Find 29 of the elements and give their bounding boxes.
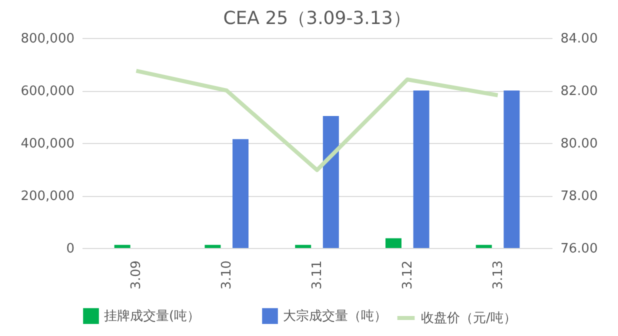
- y2-tick-label: 84.00: [560, 32, 598, 46]
- y2-tick-label: 80.00: [560, 136, 598, 152]
- x-tick-label: 3.09: [129, 260, 144, 290]
- bar: [322, 116, 339, 248]
- y-tick-label: 600,000: [20, 84, 74, 99]
- bar: [204, 244, 221, 248]
- x-tick-label: 3.12: [400, 260, 416, 290]
- bar: [504, 90, 520, 248]
- chart-title: CEA 25（3.09-3.13）: [223, 8, 411, 29]
- x-tick-label: 3.13: [490, 260, 506, 290]
- y2-tick-label: 76.00: [560, 242, 598, 256]
- y-tick-label: 800,000: [20, 32, 74, 46]
- legend-label: 大宗成交量（吨）: [283, 308, 387, 324]
- y-tick-label: 0: [66, 242, 74, 256]
- bar: [114, 244, 130, 248]
- y-tick-label: 200,000: [20, 189, 74, 204]
- line-series: [134, 68, 500, 172]
- legend-label: 收盘价（元/吨）: [421, 311, 516, 326]
- x-tick-label: 3.11: [310, 260, 325, 290]
- bar: [232, 139, 249, 248]
- x-tick-label: 3.10: [220, 260, 235, 290]
- y2-tick-label: 78.00: [560, 189, 598, 204]
- legend-label: 挂牌成交量(吨）: [104, 308, 200, 324]
- bar: [385, 238, 402, 248]
- bar: [476, 244, 492, 248]
- bar: [413, 90, 430, 248]
- y-tick-label: 400,000: [20, 136, 74, 152]
- bar: [295, 244, 312, 248]
- y2-tick-label: 82.00: [560, 84, 598, 99]
